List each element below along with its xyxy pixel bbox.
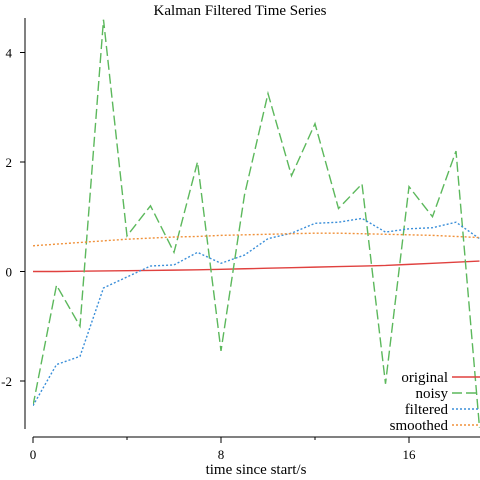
x-axis: 0 8 16 bbox=[30, 436, 480, 462]
legend-label-original: original bbox=[401, 370, 448, 386]
y-tick-label: 0 bbox=[6, 265, 13, 280]
series-line-noisy bbox=[33, 19, 480, 428]
series-line-filtered bbox=[33, 217, 480, 406]
chart-title: Kalman Filtered Time Series bbox=[154, 3, 327, 19]
legend-label-filtered: filtered bbox=[405, 402, 449, 418]
legend-label-smoothed: smoothed bbox=[390, 418, 449, 434]
y-tick-label: 4 bbox=[6, 46, 13, 61]
y-tick-label: -2 bbox=[1, 374, 12, 389]
series-line-original bbox=[33, 260, 480, 273]
y-tick-label: 2 bbox=[6, 155, 13, 170]
series-line-smoothed bbox=[33, 232, 480, 247]
x-axis-title: time since start/s bbox=[206, 462, 307, 478]
legend-label-noisy: noisy bbox=[415, 386, 448, 402]
x-tick-label: 8 bbox=[218, 447, 225, 462]
x-tick-label: 0 bbox=[30, 447, 37, 462]
y-axis: -2 0 2 4 bbox=[1, 18, 26, 429]
plot-area bbox=[33, 19, 480, 428]
x-tick-label: 16 bbox=[403, 447, 417, 462]
